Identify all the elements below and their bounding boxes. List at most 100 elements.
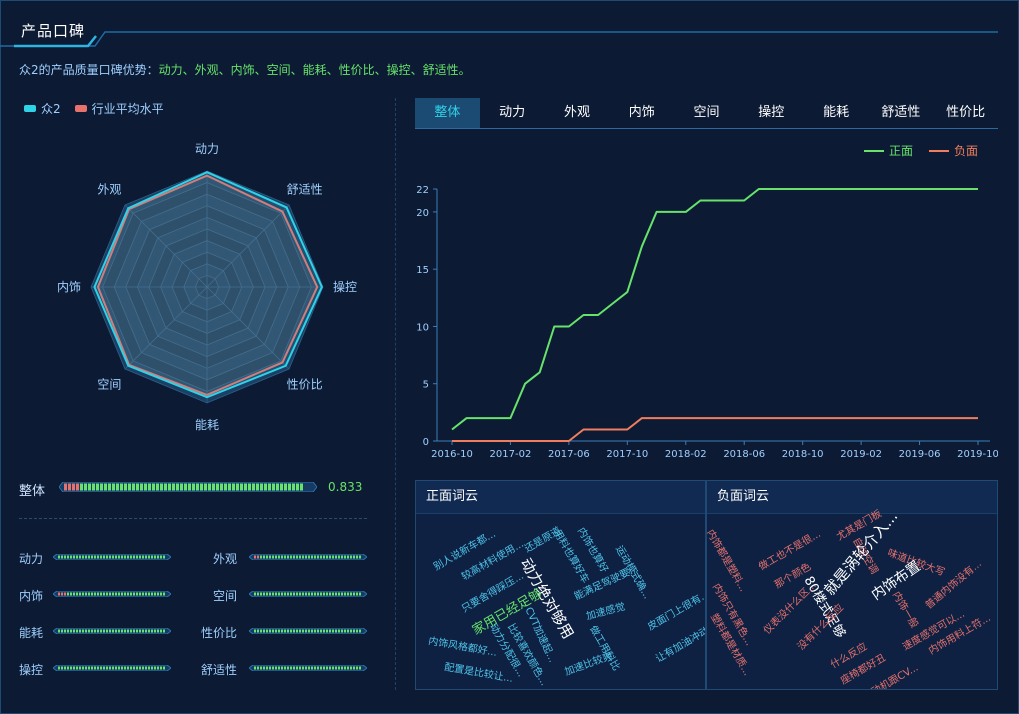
bar-segment [344, 592, 346, 596]
bar-segment [79, 666, 81, 670]
metric-bar [53, 591, 171, 597]
bar-segment [97, 666, 99, 670]
bar-segment [347, 629, 349, 633]
bar-segment [314, 629, 316, 633]
bar-segment [293, 555, 295, 559]
bar-segment [323, 666, 325, 670]
bar-segment [76, 555, 78, 559]
tab-comfort[interactable]: 舒适性 [881, 105, 921, 120]
bar-segment [344, 629, 346, 633]
legend-positive[interactable]: 正面 [864, 142, 913, 159]
positive-word-cloud: 别人说新车都... 还是原道 较高材料使用... 只要舍得踩压... 用料也算好车 内饰也… [416, 514, 705, 689]
bar-segment [284, 555, 286, 559]
bar-segment [140, 483, 143, 491]
bar-segment [353, 666, 355, 670]
bar-segment [272, 629, 274, 633]
bar-segment [284, 629, 286, 633]
bar-segment [326, 555, 328, 559]
tab-interior[interactable]: 内饰 [628, 105, 655, 120]
bar-segment [61, 666, 63, 670]
bar-segment [160, 483, 163, 491]
tab-handling[interactable]: 操控 [758, 105, 785, 120]
bar-segment [108, 483, 111, 491]
bar-segment [299, 666, 301, 670]
legend-product[interactable]: 众2 [24, 100, 61, 117]
bar-segment [128, 483, 131, 491]
bar-segment [356, 592, 358, 596]
bar-segment [91, 592, 93, 596]
bar-segment [82, 555, 84, 559]
bar-segment [284, 666, 286, 670]
bar-segment [154, 666, 156, 670]
positive-cloud-title: 正面词云 [416, 481, 705, 514]
bar-segment [145, 666, 147, 670]
series-line-negative [452, 417, 978, 442]
bar-segment [300, 483, 303, 491]
bar-segment [293, 629, 295, 633]
bar-segment [347, 592, 349, 596]
bar-segment [121, 629, 123, 633]
negative-cloud-title: 负面词云 [707, 481, 997, 514]
bar-segment [118, 555, 120, 559]
legend-negative[interactable]: 负面 [929, 142, 978, 159]
x-tick-label: 2018-06 [723, 449, 765, 460]
summary-highlight: 动力、外观、内饰、空间、能耗、性价比、操控、舒适性。 [158, 63, 471, 77]
bar-segment [314, 592, 316, 596]
overall-score-bar [59, 482, 317, 492]
bar-segment [157, 629, 159, 633]
legend-average[interactable]: 行业平均水平 [74, 100, 164, 117]
bar-segment [154, 592, 156, 596]
bar-segment [64, 629, 66, 633]
bar-segment [109, 629, 111, 633]
bar-segment [281, 666, 283, 670]
bar-segment [263, 629, 265, 633]
bar-segment [115, 555, 117, 559]
tab-space[interactable]: 空间 [693, 105, 720, 120]
bar-segment [311, 666, 313, 670]
bar-segment [73, 592, 75, 596]
column-divider [395, 98, 396, 690]
bar-segment [287, 629, 289, 633]
bar-segment [192, 483, 195, 491]
bar-segment [157, 666, 159, 670]
tab-energy[interactable]: 能耗 [823, 105, 850, 120]
bar-segment [338, 555, 340, 559]
bar-segment [278, 555, 280, 559]
y-tick-label: 0 [423, 437, 429, 448]
bar-segment [151, 592, 153, 596]
x-tick-label: 2016-10 [431, 449, 473, 460]
bar-segment [109, 592, 111, 596]
tab-value[interactable]: 性价比 [946, 105, 986, 120]
bar-segment [152, 483, 155, 491]
bar-segment [335, 666, 337, 670]
bar-segment [257, 666, 259, 670]
bar-segment [305, 555, 307, 559]
bar-segment [91, 555, 93, 559]
negative-cloud-word: 做工也不是很... [757, 528, 823, 573]
bar-segment [329, 629, 331, 633]
bar-segment [266, 629, 268, 633]
bar-segment [341, 555, 343, 559]
tab-overall[interactable]: 整体 [415, 98, 480, 128]
tab-exterior[interactable]: 外观 [563, 105, 590, 120]
bar-segment [67, 666, 69, 670]
bar-segment [347, 666, 349, 670]
bar-segment [97, 555, 99, 559]
bar-segment [136, 629, 138, 633]
metric-bar [53, 554, 171, 560]
bar-segment [156, 483, 159, 491]
bar-segment [308, 666, 310, 670]
bar-segment [275, 629, 277, 633]
bar-segment [344, 555, 346, 559]
bar-segment [58, 666, 60, 670]
metric-label: 性价比 [201, 626, 238, 640]
bar-segment [293, 592, 295, 596]
bar-segment [148, 592, 150, 596]
tab-power[interactable]: 动力 [499, 105, 526, 120]
radar-axis-label: 性价比 [287, 378, 323, 392]
radar-spoke [206, 286, 290, 370]
bar-segment [88, 666, 90, 670]
negative-cloud-word: 内饰都是塑料... [706, 528, 749, 594]
bar-segment [85, 666, 87, 670]
negative-cloud-word: 内饰一般 [890, 590, 920, 631]
